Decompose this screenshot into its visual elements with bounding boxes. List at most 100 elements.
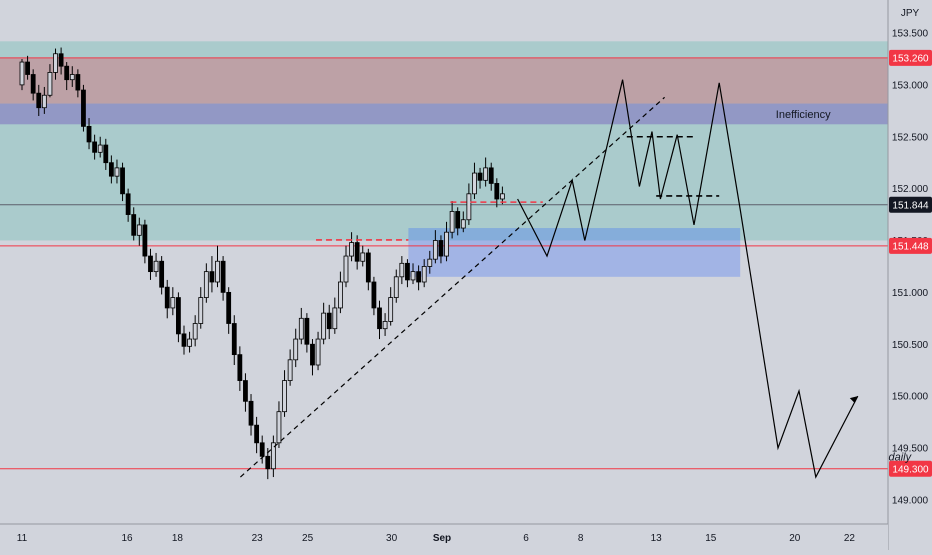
time-axis[interactable]: 11 16 18 23 25 30 Sep 6 8 13 15 20 22 [17,533,856,544]
candle-body [393,276,399,298]
candle-body [477,172,483,181]
candle-body [298,317,304,340]
time-tick-label: 11 [17,533,28,544]
candle-body [371,281,377,309]
candle-body [41,94,47,109]
candle-body [226,291,232,324]
candle-body [176,297,181,335]
price-label-tag [889,237,932,254]
price-label-text: 153.260 [892,53,929,64]
annotation-text: daily [888,451,912,463]
price-label-text: 151.448 [892,241,929,252]
candle-body [187,338,192,347]
price-tick-label: 153.000 [892,80,929,91]
candle-body [354,242,360,262]
candle-body [120,167,125,195]
blue-zone [408,228,741,277]
price-label-tag [889,196,932,213]
candle-body [293,338,299,361]
candle-body [153,260,159,273]
price-tick-label: 151.000 [892,288,929,299]
candle-body [449,211,455,233]
candle-body [276,411,282,444]
candle-body [19,61,25,86]
candle-body [432,240,438,260]
price-tick-label: 153.500 [892,29,929,40]
candle-body [455,211,461,229]
time-tick-label: 6 [523,533,529,544]
candle-body [198,297,204,324]
candle-body [254,424,260,444]
time-tick-label: 23 [252,533,264,544]
candle-body [170,297,176,309]
price-tick-label: 149.500 [892,444,929,455]
candle-body [332,307,338,330]
time-tick-label: 8 [578,533,584,544]
candle-body [86,125,92,143]
candle-body [304,317,310,345]
candle-body [405,262,410,281]
candle-body [97,144,103,153]
candle-body [315,338,321,366]
price-tick-label: 150.500 [892,340,929,351]
candle-body [472,172,477,195]
candle-body [421,266,427,283]
candle-body [231,323,237,356]
projection-arrowhead [849,396,858,404]
candle-body [494,183,500,200]
drawings-layer [239,79,859,479]
plot-background [0,0,888,524]
candle-body [64,65,70,81]
price-tick-label: 150.000 [892,392,929,403]
red-zone [0,57,888,104]
price-tick-label: 152.000 [892,184,929,195]
price-tick-label: 152.500 [892,132,929,143]
time-axis-background [0,524,888,550]
candle-body [237,354,243,381]
candle-body [103,144,109,164]
time-tick-label: 25 [302,533,314,544]
candle-body [215,260,220,283]
time-tick-label: 20 [789,533,801,544]
candle-body [81,89,86,127]
candle-body [488,167,494,184]
candle-body [164,286,170,309]
price-label-tag [889,460,932,477]
candle-body [287,359,293,381]
candle-body [58,53,64,67]
price-tick-label: 149.000 [892,495,929,506]
candle-body [310,343,315,366]
candle-body [131,214,137,236]
projection-path [517,79,859,479]
candle-body [438,240,444,257]
candle-body [181,333,187,347]
time-tick-label: Sep [433,533,451,544]
candle-body [259,442,265,457]
candle-body [203,271,209,298]
candle-body [388,297,394,322]
candle-body [142,224,148,257]
candle-body [75,74,81,91]
candle-body [209,271,215,283]
candle-body [399,262,405,278]
candle-body [326,312,332,330]
currency-label: JPY [901,8,920,19]
dashed-trendline [239,96,666,478]
candle-body [349,242,354,257]
price-label-text: 151.844 [892,200,929,211]
candle-body [444,231,449,257]
candle-body [108,162,114,177]
price-axis-background [888,0,932,550]
candle-body [343,255,349,283]
candle-body [192,323,198,340]
candle-body [360,252,366,262]
time-tick-label: 30 [386,533,398,544]
purple-zone [0,103,888,125]
candle-body [125,193,131,215]
candle-body [47,72,53,96]
time-tick-label: 15 [705,533,717,544]
candle-body [377,307,382,330]
candle-body [136,224,142,236]
